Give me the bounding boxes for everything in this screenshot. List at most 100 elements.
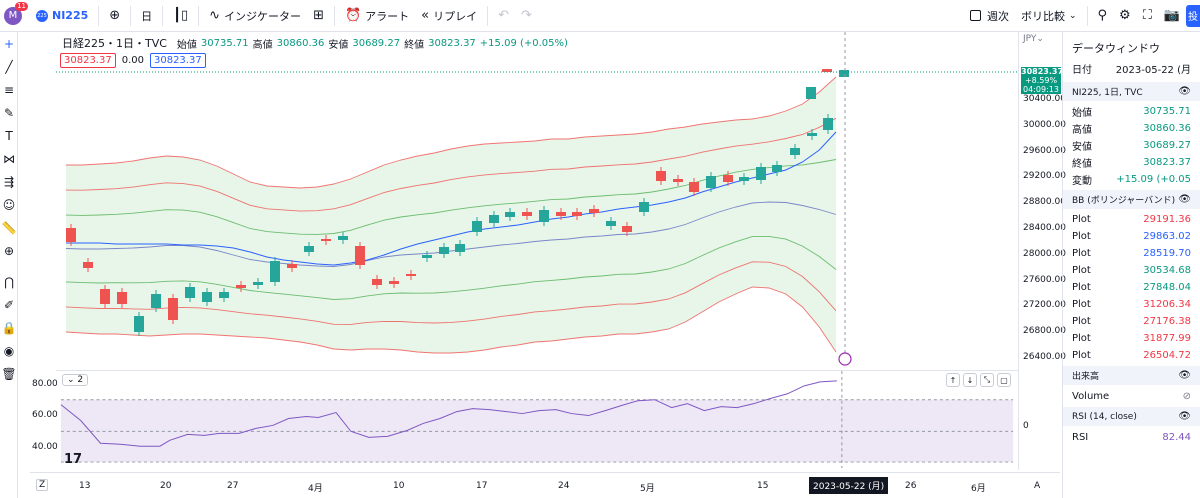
trash-icon[interactable]: 🗑 [1,366,17,381]
eye-icon[interactable]: 👁 [1178,86,1191,97]
undo-icon[interactable]: ↶ [498,8,510,23]
search-icon[interactable]: ⚲ [1097,8,1108,23]
candle-body [539,210,549,222]
magnet-icon[interactable]: ⋂ [4,274,14,289]
ask-box[interactable]: 30823.37 [149,53,206,68]
time-axis[interactable]: Z 13 20 27 4月 10 17 24 5月 15 2023-05-22 … [30,472,1060,498]
camera-icon[interactable]: 📷 [1163,8,1180,23]
candle-body [151,294,161,308]
candle-style-icon[interactable]: ┃▯ [173,8,189,23]
volume-section: 出来高 👁 [1063,366,1200,385]
gear-icon[interactable]: ⚙ [1119,8,1131,23]
price-tick-label: 27600.00 [1023,274,1066,285]
brush-icon[interactable]: ✎ [3,105,15,120]
horizontal-lines-icon[interactable]: ≡ [3,82,15,97]
chevron-down-icon: ⌄ [1068,10,1077,21]
bb-plot-list: Plot 29191.36 Plot 29863.02 Plot 28519.70 Plot… [1063,209,1200,364]
pane-up-button[interactable]: ↑ [946,373,960,387]
bid-box[interactable]: 30823.37 [60,53,116,68]
redo-icon[interactable]: ↷ [521,8,532,23]
candle-body [372,279,382,285]
ruler-icon[interactable]: 📏 [1,220,17,235]
time-label: 15 [757,481,769,491]
text-icon[interactable]: T [5,128,13,143]
auto-scale-button[interactable]: A [1034,481,1041,491]
replay-button[interactable]: « リプレイ [421,8,478,23]
lock-drawing-icon[interactable]: ✐ [3,297,15,312]
ohlc-row: 始値 30735.71 [1072,106,1191,119]
bb-plot-row: Plot 27176.38 [1072,316,1191,327]
pane-maximize-button[interactable]: ▢ [997,373,1011,387]
pane-collapse-button[interactable]: ⤡ [980,373,994,387]
rsi-chart[interactable] [56,370,1018,468]
volume-row: Volume ⊘ [1072,391,1191,402]
pane-down-button[interactable]: ↓ [963,373,977,387]
crosshair-icon[interactable]: + [3,36,15,51]
eye-icon[interactable]: 👁 [1178,194,1191,205]
rsi-zero-label: 0 [1023,421,1029,431]
pattern-icon[interactable]: ⋈ [3,151,15,166]
low-value: 30689.27 [352,37,401,49]
candle-body [656,171,666,181]
candle-body [270,261,280,282]
candle-body [673,179,683,182]
drawing-toolbar: + ╱ ≡ ✎ T ⋈ ⇶ ☺ 📏 ⊕ ⋂ ✐ 🔒 ◉ 🗑 [0,32,18,498]
interval-button[interactable]: 日 [141,9,153,23]
compare-dropdown[interactable]: ボリ比較 ⌄ [1020,9,1077,23]
time-label: 27 [227,481,239,491]
ohlc-row: 安値 30689.27 [1072,140,1191,153]
timezone-button[interactable]: Z [36,479,49,491]
rsi-axis-40: 40.00 [32,442,58,452]
bb-band-line [65,286,837,354]
divider [1086,5,1088,26]
chart-legend: 日経225・1日・TVC 始値 30735.71 高値 30860.36 安値 306… [62,35,568,51]
candle-body [839,70,849,77]
add-symbol-icon[interactable]: ⊕ [109,8,121,23]
week-toggle[interactable]: 週次 [964,0,1015,32]
time-label: 5月 [640,484,655,494]
price-tick-label: 27200.00 [1023,300,1066,311]
hidden-icon[interactable]: ⊘ [1182,391,1191,402]
candle-body [287,264,297,268]
high-value: 30860.36 [276,37,325,49]
divider [333,5,335,26]
eye-icon[interactable]: ◉ [3,343,15,358]
candle-body [723,175,733,182]
rsi-collapse-button[interactable]: ⌄ 2 [62,374,89,386]
bb-band-line [65,235,837,300]
publish-button[interactable]: 投 [1186,4,1200,27]
candle-body [185,287,195,298]
rsi-row: RSI 82.44 [1072,432,1191,443]
candle-body [739,177,749,181]
indicators-button[interactable]: ∿ インジケーター [209,8,302,23]
bb-band-line [65,117,837,212]
user-avatar[interactable]: M 11 [4,1,28,25]
price-chart[interactable] [56,32,1018,368]
forecast-icon[interactable]: ⇶ [3,174,15,189]
lock-icon[interactable]: 🔒 [1,320,17,335]
eye-icon[interactable]: 👁 [1178,411,1191,422]
bb-fill-area [66,77,836,353]
trend-line-icon[interactable]: ╱ [5,59,13,74]
candle-body [806,87,816,99]
fullscreen-icon[interactable]: ⛶ [1142,8,1152,23]
candle-body [639,202,649,212]
bb-plot-row: Plot 29191.36 [1072,214,1191,225]
zoom-in-icon[interactable]: ⊕ [3,243,15,258]
price-tick-label: 30000.00 [1023,119,1066,130]
rewind-icon: « [421,8,430,23]
alert-button[interactable]: ⏰ アラート [344,8,410,23]
price-axis[interactable]: JPY⌄ 30400.00 30000.00 29600.00 29200.00 288… [1018,32,1066,470]
symbol-search-button[interactable]: 225 NI225 [30,0,94,32]
divider [487,5,489,26]
divider [130,5,132,26]
layout-grid-icon[interactable]: ⊞ [313,8,324,23]
checkbox-icon [969,10,981,21]
eye-icon[interactable]: 👁 [1178,370,1191,381]
price-tick-label: 30400.00 [1023,94,1066,104]
candle-body [219,292,229,298]
ohlc-row: 終値 30823.37 [1072,157,1191,170]
smiley-icon[interactable]: ☺ [2,197,16,212]
alarm-clock-icon: ⏰ [344,8,362,23]
candle-body [505,212,515,217]
